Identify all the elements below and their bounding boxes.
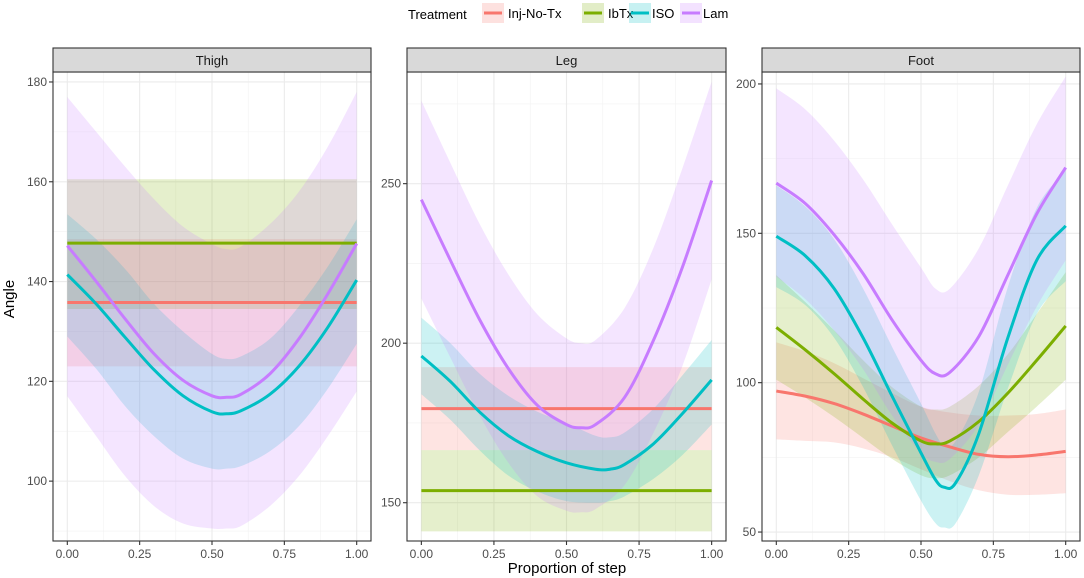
ribbon-lam	[421, 81, 712, 513]
legend-item-inj-no-tx: Inj-No-Tx	[482, 3, 562, 23]
panel-thigh: Thigh 100 120 140 160 180 0.00 0.25 0.50 0.75 1.00	[27, 47, 372, 561]
panel-leg: Leg 150 200 250 0.00 0.25 0.50 0.75 1.00	[381, 47, 727, 561]
legend-label: Inj-No-Tx	[508, 6, 562, 21]
line-ibtx	[775, 324, 1067, 446]
line-iso	[775, 224, 1067, 491]
x-tick-label: 0.00	[765, 547, 789, 561]
legend-item-ibtx: IbTx	[582, 3, 634, 23]
y-tick-label: 250	[381, 177, 401, 191]
ribbon-lam	[776, 76, 1066, 464]
legend-item-iso: ISO	[629, 3, 674, 23]
y-tick-label: 150	[381, 496, 401, 510]
series-layer	[775, 76, 1067, 529]
y-tick-label: 200	[736, 77, 756, 91]
line-lam	[420, 180, 714, 430]
x-tick-label: 0.25	[837, 547, 861, 561]
line-lam	[66, 242, 358, 400]
y-tick-label: 180	[27, 75, 47, 89]
series-layer	[420, 81, 714, 532]
strip-label: Thigh	[196, 53, 229, 68]
line-inj-no-tx	[776, 389, 1066, 459]
line-lam	[775, 166, 1067, 378]
x-tick-label: 0.25	[482, 547, 506, 561]
y-tick-label: 150	[736, 226, 756, 240]
ribbon-ibtx	[776, 272, 1066, 479]
legend: Treatment Inj-No-Tx IbTx ISO Lam	[408, 3, 728, 23]
y-tick-label: 50	[743, 525, 757, 539]
x-tick-label: 0.25	[128, 547, 152, 561]
x-tick-label: 1.00	[1054, 547, 1078, 561]
panel-foot: Foot 50 100 150 200 0.00 0.25 0.50 0.75 1.00	[736, 47, 1081, 561]
line-iso	[420, 354, 713, 472]
ribbon-lam	[67, 91, 357, 530]
y-tick-label: 120	[27, 374, 47, 388]
x-axis-title: Proportion of step	[508, 560, 626, 577]
x-tick-label: 0.75	[982, 547, 1006, 561]
strip-label: Leg	[556, 53, 578, 68]
strip-background	[406, 47, 727, 73]
legend-title: Treatment	[408, 7, 467, 22]
x-tick-label: 0.50	[555, 547, 579, 561]
ribbon-iso	[67, 214, 357, 470]
y-tick-label: 100	[27, 474, 47, 488]
series-layer	[66, 91, 358, 530]
gridlines	[762, 72, 1080, 541]
facet-panels: Thigh 100 120 140 160 180 0.00 0.25 0.50 0.75 1.00…	[27, 47, 1081, 561]
strip-background	[761, 47, 1081, 73]
x-tick-label: 1.00	[345, 547, 369, 561]
x-tick-label: 0.50	[909, 547, 933, 561]
x-tick-label: 0.00	[56, 547, 80, 561]
line-iso	[66, 273, 358, 416]
gridlines	[53, 72, 371, 541]
strip-background	[52, 47, 372, 73]
x-tick-label: 0.75	[273, 547, 297, 561]
y-tick-label: 140	[27, 275, 47, 289]
x-tick-label: 0.50	[200, 547, 224, 561]
legend-label: ISO	[652, 6, 674, 21]
legend-item-lam: Lam	[680, 3, 728, 23]
y-tick-label: 100	[736, 376, 756, 390]
x-tick-label: 0.75	[627, 547, 651, 561]
y-tick-label: 160	[27, 175, 47, 189]
ribbon-iso	[776, 170, 1066, 529]
legend-label: Lam	[703, 6, 728, 21]
x-tick-label: 1.00	[700, 547, 724, 561]
y-axis-title: Angle	[1, 280, 18, 318]
x-tick-label: 0.00	[410, 547, 434, 561]
legend-label: IbTx	[608, 6, 634, 21]
strip-label: Foot	[908, 53, 934, 68]
y-tick-label: 200	[381, 336, 401, 350]
